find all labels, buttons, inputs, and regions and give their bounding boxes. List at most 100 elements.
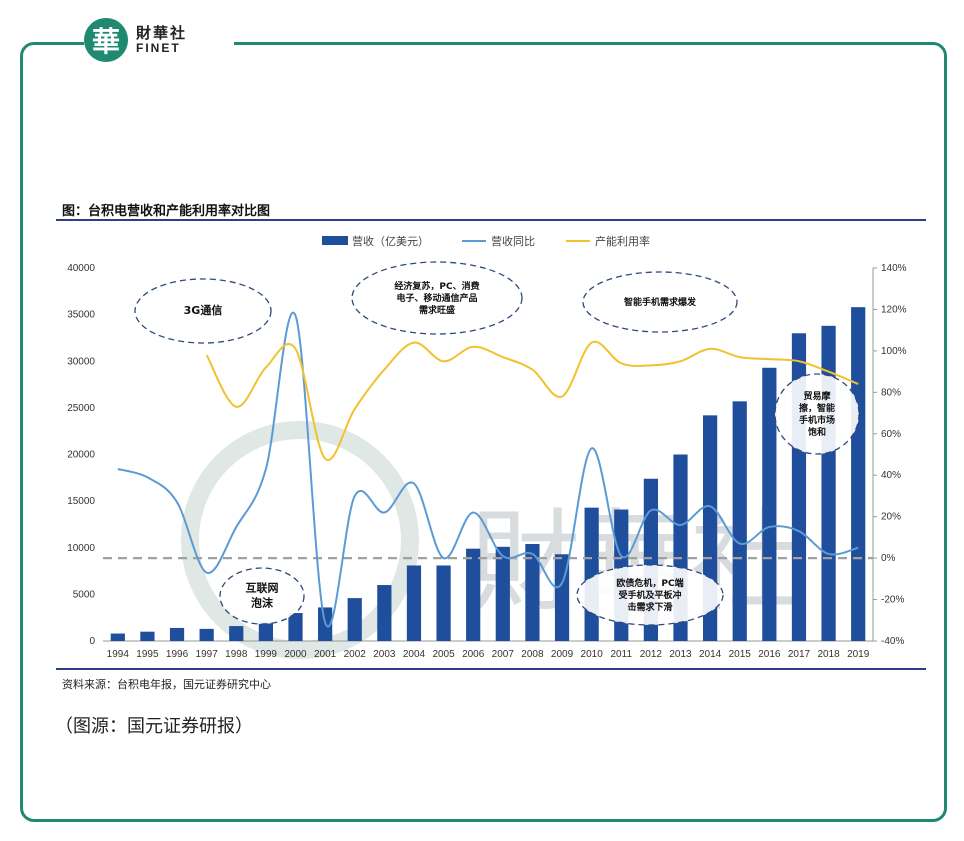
annotation-ellipse [774,373,860,455]
y2-tick-label: 20% [881,512,901,523]
y-tick-label: 10000 [67,543,95,554]
x-tick-label: 2007 [492,649,515,660]
x-tick-label: 2012 [640,649,663,660]
revenue-bar [851,307,866,641]
annotation-text: 击需求下滑 [627,601,672,613]
y2-tick-label: 40% [881,470,901,481]
x-tick-label: 2002 [344,649,367,660]
y-tick-label: 20000 [67,450,95,461]
revenue-yoy-line [117,311,859,628]
revenue-bar [258,622,273,641]
x-tick-label: 1995 [136,649,159,660]
annotation-text: 受手机及平板冲 [618,589,681,601]
annotation-text: 智能手机需求爆发 [624,296,697,308]
finet-logo-en: FINET [136,40,181,55]
x-tick-label: 2008 [521,649,544,660]
annotation-text: 3G通信 [184,303,223,317]
x-tick-label: 1997 [196,649,219,660]
finet-logo-mark: 華 [84,18,128,62]
revenue-bar [347,598,362,641]
revenue-bar [377,585,392,641]
revenue-bar [110,633,125,641]
revenue-bar [406,565,422,641]
annotation-text: 经济复苏，PC、消费 [394,280,479,292]
y-tick-label: 30000 [67,356,95,367]
x-tick-label: 2001 [314,649,337,660]
x-tick-label: 2018 [817,649,840,660]
x-tick-label: 2017 [788,649,811,660]
y-tick-label: 40000 [67,263,95,274]
y2-tick-label: 140% [881,263,907,274]
y-tick-label: 15000 [67,496,95,507]
legend-label-revenue: 营收（亿美元） [352,234,429,248]
y2-tick-label: 80% [881,387,901,398]
revenue-bar [525,544,540,641]
y-tick-label: 35000 [67,310,95,321]
image-caption: （图源：国元证券研报） [55,716,253,737]
annotation-ellipse [351,261,523,335]
x-tick-label: 1999 [255,649,278,660]
annotation-text: 互联网 [246,581,279,595]
annotation-text: 贸易摩 [803,390,830,402]
legend-label-utilization: 产能利用率 [595,234,650,248]
x-tick-label: 2013 [669,649,692,660]
legend-label-yoy: 营收同比 [491,234,535,248]
annotation-text: 擦，智能 [799,402,835,414]
annotation-text: 手机市场 [799,414,835,426]
annotation-text: 电子、移动通信产品 [396,292,477,304]
revenue-bar [762,367,777,641]
annotation-text: 需求旺盛 [419,304,455,316]
finet-logo-cn: 財華社 [136,23,188,42]
x-tick-label: 2006 [462,649,485,660]
annotation-ellipse [582,271,738,333]
y2-tick-label: -20% [881,595,904,606]
x-tick-label: 2019 [847,649,870,660]
x-tick-label: 1994 [107,649,130,660]
capacity-utilization-line [205,340,859,462]
y2-tick-label: -40% [881,636,904,647]
revenue-bar [288,613,303,641]
y-tick-label: 5000 [73,589,96,600]
x-tick-label: 2014 [699,649,722,660]
source-note: 资料来源：台积电年报，国元证券研究中心 [62,678,271,691]
legend-swatch-revenue [322,236,348,245]
revenue-bar [436,565,451,641]
y2-tick-label: 100% [881,346,907,357]
x-tick-label: 2005 [432,649,455,660]
watermark-seal-icon [181,421,419,659]
card-frame [20,42,947,822]
y-tick-label: 0 [89,636,95,647]
y2-tick-label: 120% [881,304,907,315]
figure-title: 图：台积电营收和产能利用率对比图 [62,204,271,219]
revenue-bar [199,628,214,641]
source-rule [56,668,926,670]
title-rule [56,219,926,221]
revenue-bar [140,631,155,641]
x-tick-label: 2004 [403,649,426,660]
revenue-bar [495,546,510,641]
y2-tick-label: 60% [881,429,901,440]
annotation-ellipse [219,567,305,625]
x-tick-label: 2003 [373,649,396,660]
annotation-text: 饱和 [808,426,826,438]
annotation-text: 欧债危机，PC端 [616,577,683,589]
x-tick-label: 2016 [758,649,781,660]
y2-tick-label: 0% [881,553,896,564]
revenue-bar [732,401,747,641]
x-tick-label: 2009 [551,649,574,660]
x-tick-label: 1996 [166,649,189,660]
x-tick-label: 2000 [284,649,307,660]
annotation-text: 泡沫 [251,596,274,610]
x-tick-label: 2010 [581,649,604,660]
annotation-ellipse [576,564,724,626]
x-tick-label: 2011 [611,649,633,660]
revenue-bar [584,507,599,641]
revenue-bar [466,548,481,641]
revenue-bar [169,627,185,641]
finet-logo: 華 財華社 FINET [84,14,234,66]
annotation-ellipse [134,278,272,344]
y-tick-label: 25000 [67,403,95,414]
revenue-bar [229,626,244,641]
x-tick-label: 2015 [729,649,752,660]
